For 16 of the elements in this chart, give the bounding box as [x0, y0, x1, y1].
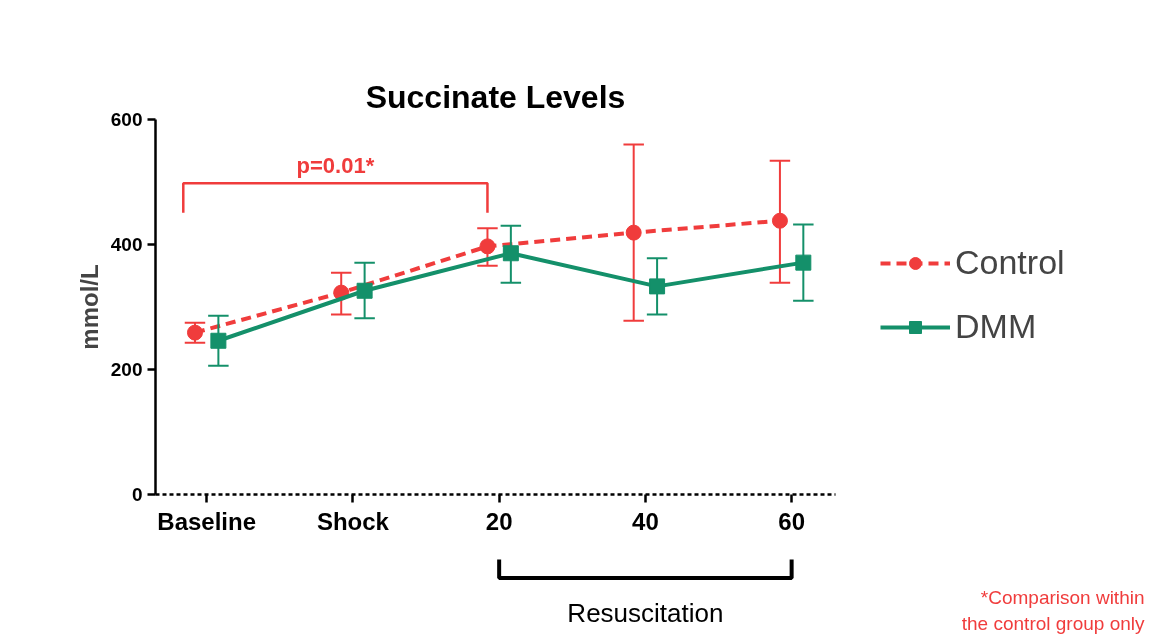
text: Resuscitation — [567, 597, 724, 628]
x-tick-label: 20 — [485, 507, 513, 535]
legend-label: Control — [955, 243, 1065, 282]
y-tick-label: 400 — [110, 234, 143, 255]
chart-title: Succinate Levels — [365, 78, 626, 115]
x-tick-label: 60 — [778, 507, 805, 535]
x-tick-label: 40 — [632, 507, 659, 535]
x-tick-label: Baseline — [157, 507, 257, 535]
y-tick-label: 200 — [110, 359, 143, 380]
y-axis-title: mmol/L — [75, 264, 103, 350]
y-tick-label: 600 — [110, 109, 143, 130]
legend-label: DMM — [955, 307, 1037, 346]
y-tick-label: 0 — [131, 484, 143, 505]
text: *Comparison within the control group only — [961, 586, 1145, 634]
annotation: p=0.01* — [296, 153, 375, 179]
x-tick-label: Shock — [316, 507, 390, 535]
